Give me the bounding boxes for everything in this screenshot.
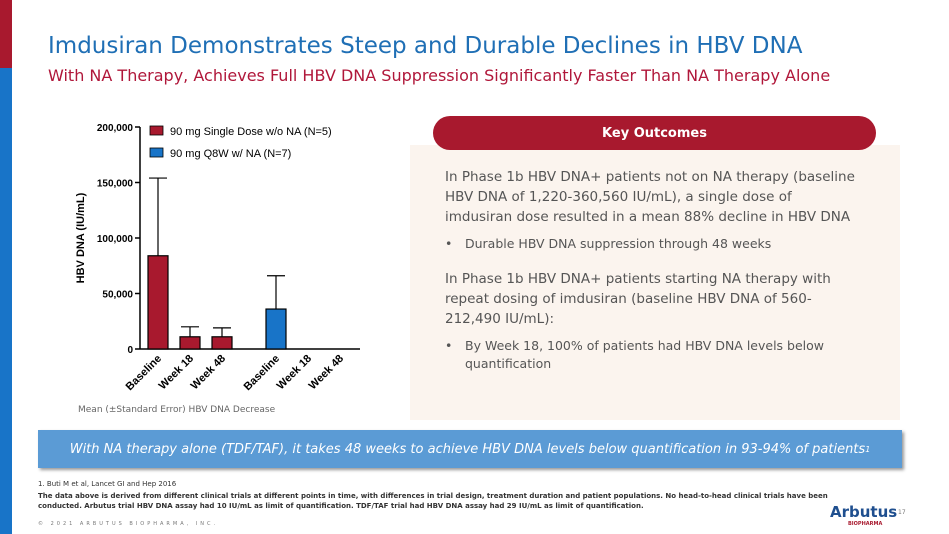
- y-tick-label: 50,000: [102, 290, 133, 301]
- paragraph: In Phase 1b HBV DNA+ patients starting N…: [445, 271, 831, 327]
- x-tick-label: Baseline: [242, 353, 282, 393]
- banner-sup: 1: [865, 444, 871, 454]
- reference: 1. Buti M et al, Lancet GI and Hep 2016: [38, 480, 177, 488]
- subtitle: With NA Therapy, Achieves Full HBV DNA S…: [48, 66, 831, 85]
- y-tick-label: 200,000: [97, 123, 134, 134]
- outcomes-text: In Phase 1b HBV DNA+ patients not on NA …: [445, 167, 860, 389]
- bar: [147, 255, 169, 350]
- banner: With NA therapy alone (TDF/TAF), it take…: [38, 430, 902, 468]
- chart: HBV DNA (IU/mL) Mean (±Standard Error) H…: [75, 123, 360, 415]
- bar: [211, 336, 233, 350]
- page-number: 17: [898, 509, 906, 516]
- outcomes-panel: [410, 145, 900, 420]
- title: Imdusiran Demonstrates Steep and Durable…: [48, 33, 803, 59]
- outcomes-heading: Key Outcomes: [433, 116, 876, 150]
- accent-red: [0, 0, 12, 68]
- logo: Arbutus: [830, 503, 898, 521]
- legend-label: 90 mg Single Dose w/o NA (N=5): [170, 126, 332, 138]
- chart-note: Mean (±Standard Error) HBV DNA Decrease: [78, 405, 276, 415]
- legend-swatch: [149, 125, 164, 136]
- y-tick-label: 100,000: [97, 234, 134, 245]
- logo-sub: BIOPHARMA: [848, 521, 883, 527]
- accent-blue: [0, 68, 12, 534]
- banner-text: With NA therapy alone (TDF/TAF), it take…: [69, 441, 866, 457]
- bullet: By Week 18, 100% of patients had HBV DNA…: [445, 337, 860, 373]
- disclaimer: The data above is derived from different…: [38, 492, 828, 510]
- x-tick-label: Week 48: [307, 353, 346, 392]
- legend-swatch: [149, 147, 164, 158]
- bar: [179, 336, 201, 350]
- legend-label: 90 mg Q8W w/ NA (N=7): [170, 148, 291, 160]
- y-axis-label: HBV DNA (IU/mL): [75, 192, 87, 283]
- y-tick-label: 0: [127, 345, 133, 356]
- y-tick-label: 150,000: [97, 179, 134, 190]
- x-tick-label: Week 48: [189, 353, 228, 392]
- x-tick-label: Baseline: [124, 353, 164, 393]
- bar: [265, 308, 287, 350]
- bullet: Durable HBV DNA suppression through 48 w…: [445, 235, 860, 253]
- copyright: © 2021 ARBUTUS BIOPHARMA, INC.: [38, 521, 219, 527]
- paragraph: In Phase 1b HBV DNA+ patients not on NA …: [445, 169, 855, 225]
